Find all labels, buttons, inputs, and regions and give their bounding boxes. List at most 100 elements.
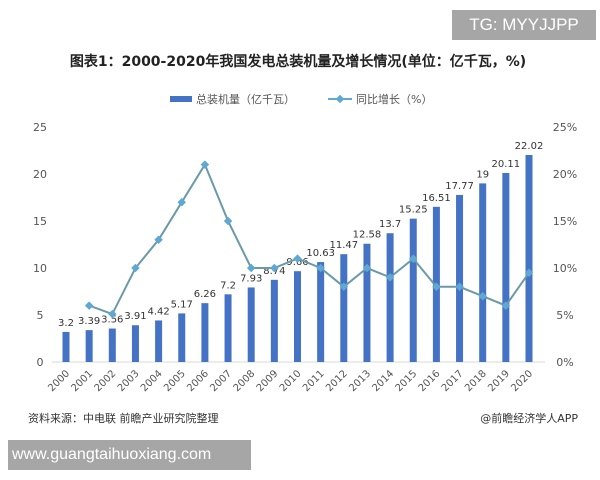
- legend-bar-swatch: [170, 96, 192, 102]
- bar: [409, 218, 417, 362]
- bar-data-label: 3.39: [78, 316, 100, 327]
- legend-line-label: 同比增长（%）: [356, 92, 432, 106]
- x-tick-label: 2008: [232, 368, 258, 394]
- bar: [131, 325, 139, 362]
- bar: [479, 183, 487, 362]
- growth-point: [409, 254, 418, 263]
- growth-point: [200, 160, 210, 169]
- bar: [456, 194, 464, 362]
- bar: [270, 279, 278, 362]
- y-right-tick-label: 5%: [556, 309, 573, 322]
- y-left-tick-label: 15: [33, 215, 47, 228]
- x-tick-label: 2004: [139, 368, 165, 394]
- x-tick-label: 2003: [116, 368, 142, 394]
- bar-data-label: 20.11: [492, 159, 521, 170]
- bar-data-label: 3.91: [124, 311, 146, 322]
- watermark-bottom: www.guangtaihuoxiang.com: [8, 440, 251, 470]
- bar-data-label: 3.56: [101, 315, 123, 326]
- growth-point: [339, 282, 349, 292]
- bar: [247, 287, 255, 362]
- y-left-tick-label: 0: [37, 356, 44, 369]
- y-right-tick-label: 20%: [553, 168, 577, 181]
- bar-data-label: 6.26: [194, 289, 216, 300]
- y-left-tick-label: 10: [33, 262, 47, 275]
- growth-point: [362, 263, 372, 273]
- watermark-top: TG: MYYJJPP: [452, 10, 596, 40]
- x-tick-label: 2002: [93, 368, 119, 394]
- y-right-tick-label: 10%: [553, 262, 577, 275]
- growth-point: [455, 282, 464, 292]
- x-tick-label: 2010: [278, 368, 304, 394]
- growth-point: [432, 282, 441, 292]
- bar: [201, 303, 209, 362]
- x-tick-label: 2017: [440, 368, 466, 394]
- growth-point: [501, 301, 511, 310]
- bar-data-label: 11.47: [329, 240, 358, 251]
- x-tick-label: 2009: [255, 368, 281, 394]
- bar: [178, 313, 186, 362]
- growth-point: [246, 263, 256, 273]
- bar: [85, 330, 93, 362]
- bar: [340, 254, 348, 362]
- credit-note: @前瞻经济学人APP: [480, 411, 578, 425]
- bar: [363, 243, 371, 362]
- bar-data-label: 7.2: [220, 280, 236, 291]
- x-tick-label: 2013: [347, 368, 373, 394]
- bar: [386, 233, 394, 362]
- y-right-tick-label: 15%: [553, 215, 577, 228]
- bar: [317, 262, 325, 362]
- x-tick-label: 2005: [162, 368, 188, 394]
- bar-data-label: 7.93: [240, 273, 262, 284]
- legend: 总装机量（亿千瓦） 同比增长（%）: [170, 92, 432, 106]
- x-tick-label: 2020: [509, 368, 535, 394]
- bar: [155, 320, 163, 362]
- growth-point: [131, 263, 140, 273]
- x-tick-label: 2015: [394, 368, 420, 394]
- bar-data-label: 10.63: [306, 248, 335, 259]
- y-right-tick-label: 0%: [556, 356, 573, 369]
- x-tick-label: 2011: [301, 368, 327, 394]
- y-left-tick-label: 25: [33, 121, 47, 134]
- bar: [62, 331, 70, 362]
- growth-point: [316, 263, 325, 273]
- growth-point: [154, 235, 163, 245]
- growth-point: [478, 291, 487, 301]
- source-note: 资料来源：中电联 前瞻产业研究院整理: [28, 411, 219, 425]
- growth-point: [108, 309, 117, 319]
- bar-data-label: 4.42: [147, 306, 169, 317]
- chart-title: 图表1：2000-2020年我国发电总装机量及增长情况(单位：亿千瓦，%): [70, 53, 526, 70]
- y-right-tick-label: 25%: [553, 121, 577, 134]
- bar: [108, 328, 116, 362]
- bar-data-label: 15.25: [399, 205, 428, 216]
- x-tick-label: 2007: [208, 368, 234, 394]
- bar-data-label: 22.02: [515, 141, 544, 152]
- growth-point: [293, 254, 302, 263]
- x-tick-label: 2001: [69, 368, 95, 394]
- bar-data-label: 3.2: [58, 318, 74, 329]
- bar-data-label: 19: [476, 169, 489, 180]
- x-tick-label: 2006: [185, 368, 211, 394]
- growth-point: [524, 268, 534, 277]
- legend-line-marker: [335, 94, 345, 104]
- growth-point: [270, 263, 279, 273]
- growth-point: [84, 301, 94, 310]
- y-left-tick-label: 5: [37, 309, 44, 322]
- x-tick-label: 2012: [324, 368, 350, 394]
- bar-data-label: 17.77: [445, 181, 474, 192]
- legend-bar-label: 总装机量（亿千瓦）: [196, 92, 295, 106]
- x-tick-label: 2000: [46, 368, 72, 394]
- x-tick-label: 2016: [417, 368, 443, 394]
- x-tick-label: 2014: [370, 368, 396, 394]
- bar-data-label: 13.7: [379, 219, 401, 230]
- growth-point: [385, 273, 395, 282]
- y-left-tick-label: 20: [33, 168, 47, 181]
- bar: [294, 271, 301, 362]
- bar: [525, 155, 533, 362]
- growth-point: [223, 216, 233, 226]
- x-tick-label: 2018: [463, 368, 489, 394]
- bar-data-label: 5.17: [171, 299, 193, 310]
- x-tick-label: 2019: [486, 368, 512, 394]
- bar-data-label: 16.51: [422, 193, 451, 204]
- bar: [224, 294, 232, 362]
